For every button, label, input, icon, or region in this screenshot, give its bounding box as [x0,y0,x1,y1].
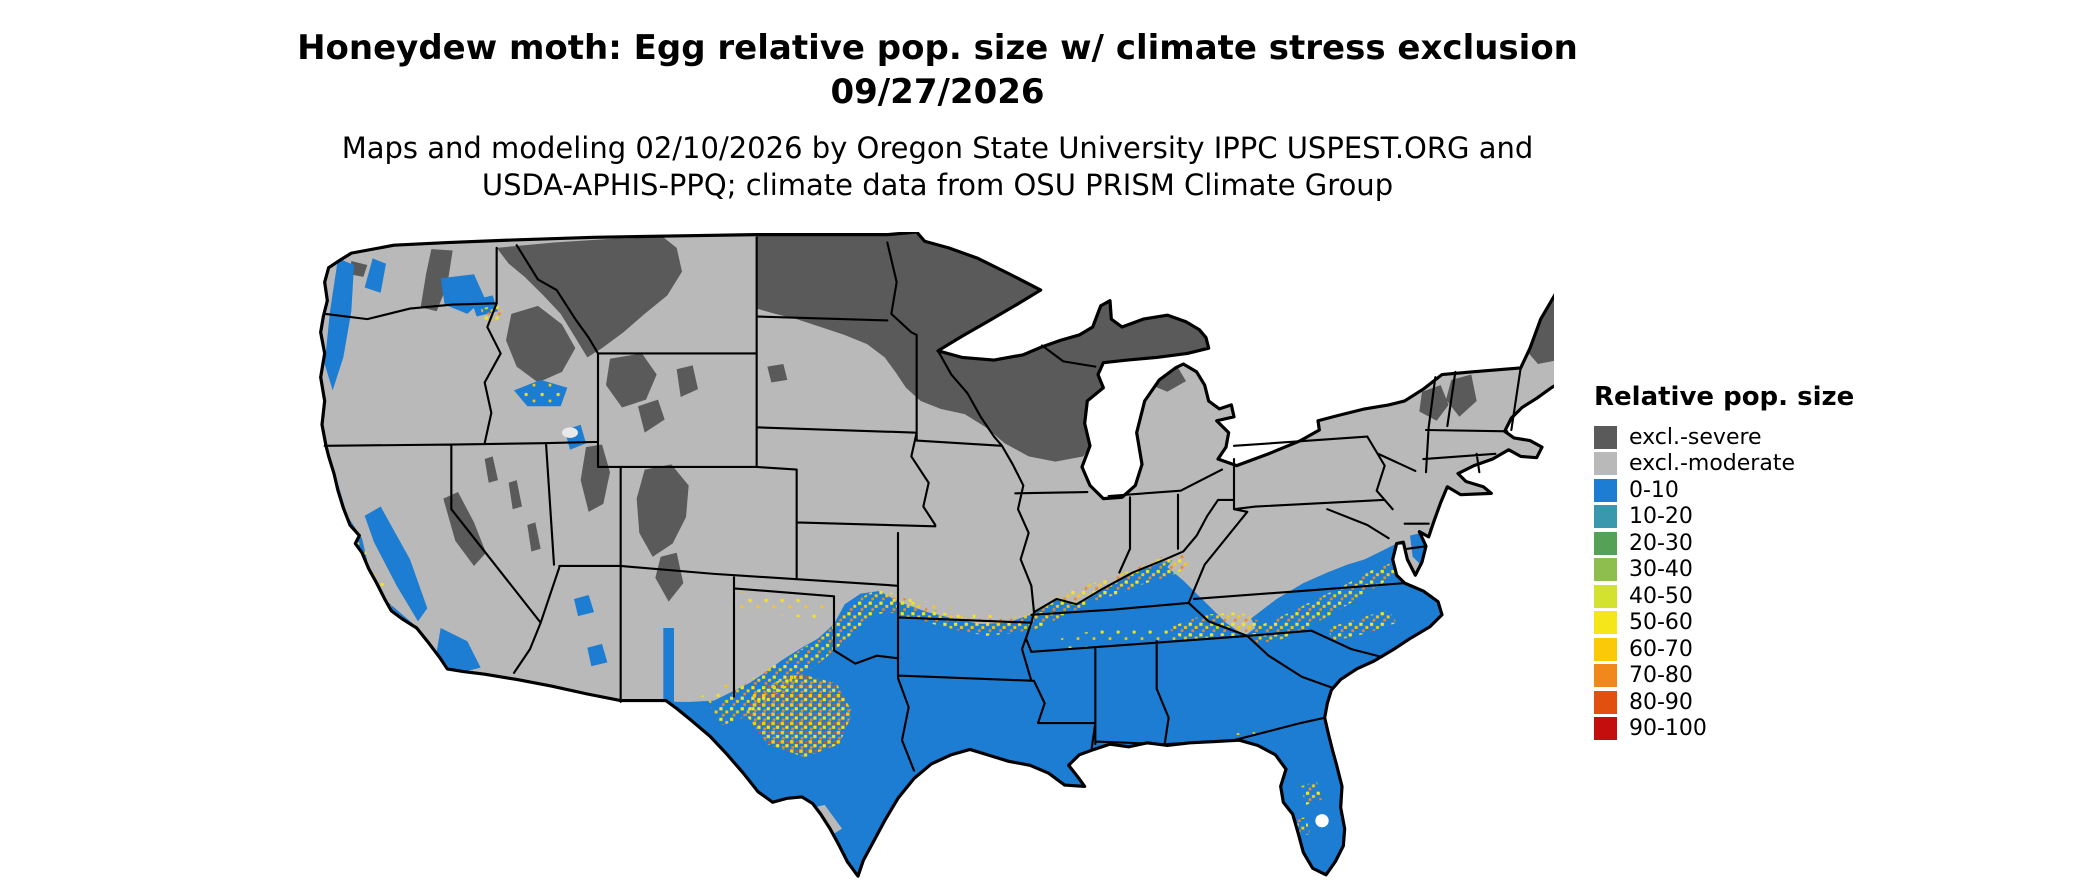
legend-swatch [1594,531,1617,555]
legend-item: 70-80 [1594,663,1894,690]
legend-item: excl.-moderate [1594,451,1894,478]
region-speckled-mid-high [335,304,1402,837]
subtitle-line-1: Maps and modeling 02/10/2026 by Oregon S… [341,131,1534,165]
legend-label: 60-70 [1629,636,1693,662]
legend-swatch [1594,637,1617,661]
legend-label: 10-20 [1629,504,1693,530]
map-title: Honeydew moth: Egg relative pop. size w/… [297,28,1578,68]
legend: Relative pop. size excl.-severe excl.-mod… [1594,382,1894,742]
map-subtitle: Maps and modeling 02/10/2026 by Oregon S… [0,130,1875,204]
legend-label: excl.-severe [1629,424,1762,450]
legend-swatch [1594,690,1617,714]
legend-item: 10-20 [1594,504,1894,531]
legend-label: 30-40 [1629,557,1693,583]
figure-titles: Honeydew moth: Egg relative pop. size w/… [0,26,1875,204]
subtitle-line-2: USDA-APHIS-PPQ; climate data from OSU PR… [481,168,1394,202]
us-map [314,232,1554,892]
legend-label: 70-80 [1629,663,1693,689]
legend-label: 20-30 [1629,530,1693,556]
us-map-svg [319,232,1554,878]
legend-title: Relative pop. size [1594,382,1855,412]
legend-swatch [1594,558,1617,582]
legend-label: 0-10 [1629,477,1679,503]
legend-item: excl.-severe [1594,424,1894,451]
legend-items: excl.-severe excl.-moderate 0-10 10-20 20-30… [1594,424,1894,742]
legend-label: excl.-moderate [1629,451,1795,477]
legend-item: 60-70 [1594,636,1894,663]
legend-item: 90-100 [1594,716,1894,743]
legend-label: 90-100 [1629,716,1707,742]
legend-swatch [1594,452,1617,476]
legend-item: 0-10 [1594,477,1894,504]
legend-swatch [1594,478,1617,502]
legend-label: 40-50 [1629,583,1693,609]
legend-item: 40-50 [1594,583,1894,610]
map-date: 09/27/2026 [830,72,1045,112]
legend-item: 30-40 [1594,557,1894,584]
legend-swatch [1594,425,1617,449]
legend-label: 50-60 [1629,610,1693,636]
legend-item: 20-30 [1594,530,1894,557]
legend-label: 80-90 [1629,689,1693,715]
state-boundaries [323,236,1522,772]
legend-item: 50-60 [1594,610,1894,637]
legend-item: 80-90 [1594,689,1894,716]
region-excl-severe [350,232,1554,602]
inland-lakes [562,427,1329,828]
legend-swatch [1594,505,1617,529]
legend-swatch [1594,664,1617,688]
legend-swatch [1594,611,1617,635]
legend-swatch [1594,584,1617,608]
legend-swatch [1594,717,1617,741]
